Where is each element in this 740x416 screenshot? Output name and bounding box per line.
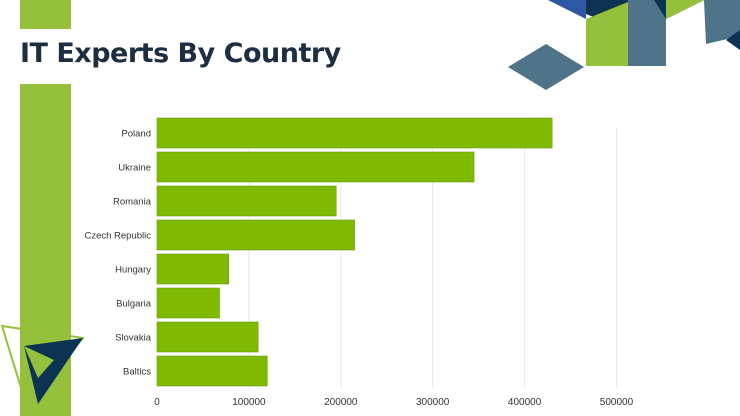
category-label: Poland <box>121 129 151 140</box>
bar-bulgaria <box>156 287 220 319</box>
category-label: Bulgaria <box>116 299 152 310</box>
bar-romania <box>156 185 337 217</box>
deco-slate-parallelogram <box>628 0 666 66</box>
category-label: Ukraine <box>118 163 151 174</box>
bar-czech-republic <box>156 219 355 251</box>
x-tick-label: 300000 <box>416 397 450 408</box>
deco-blue-triangle <box>548 0 586 19</box>
deco-navy-corner <box>726 30 740 50</box>
left-accent-bar-top <box>20 0 71 29</box>
x-tick-label: 400000 <box>508 397 542 408</box>
category-label: Slovakia <box>115 333 152 344</box>
x-tick-label: 100000 <box>232 397 266 408</box>
bar-ukraine <box>156 151 475 183</box>
bar-baltics <box>156 355 268 387</box>
bar-poland <box>156 117 553 149</box>
deco-green-small <box>666 0 704 19</box>
deco-green-shape <box>586 2 628 66</box>
x-tick-label: 500000 <box>600 397 634 408</box>
category-label: Romania <box>113 197 152 208</box>
deco-slate-diamond <box>508 44 584 90</box>
category-label: Czech Republic <box>84 231 151 242</box>
bar-hungary <box>156 253 229 285</box>
deco-green-wedge <box>24 346 54 378</box>
x-tick-label: 0 <box>154 397 160 408</box>
bar-slovakia <box>156 321 259 353</box>
deco-slate-right <box>704 0 740 44</box>
category-label: Baltics <box>123 367 151 378</box>
category-label: Hungary <box>115 265 151 276</box>
x-tick-label: 200000 <box>324 397 358 408</box>
slide-title: IT Experts By Country <box>20 38 341 69</box>
